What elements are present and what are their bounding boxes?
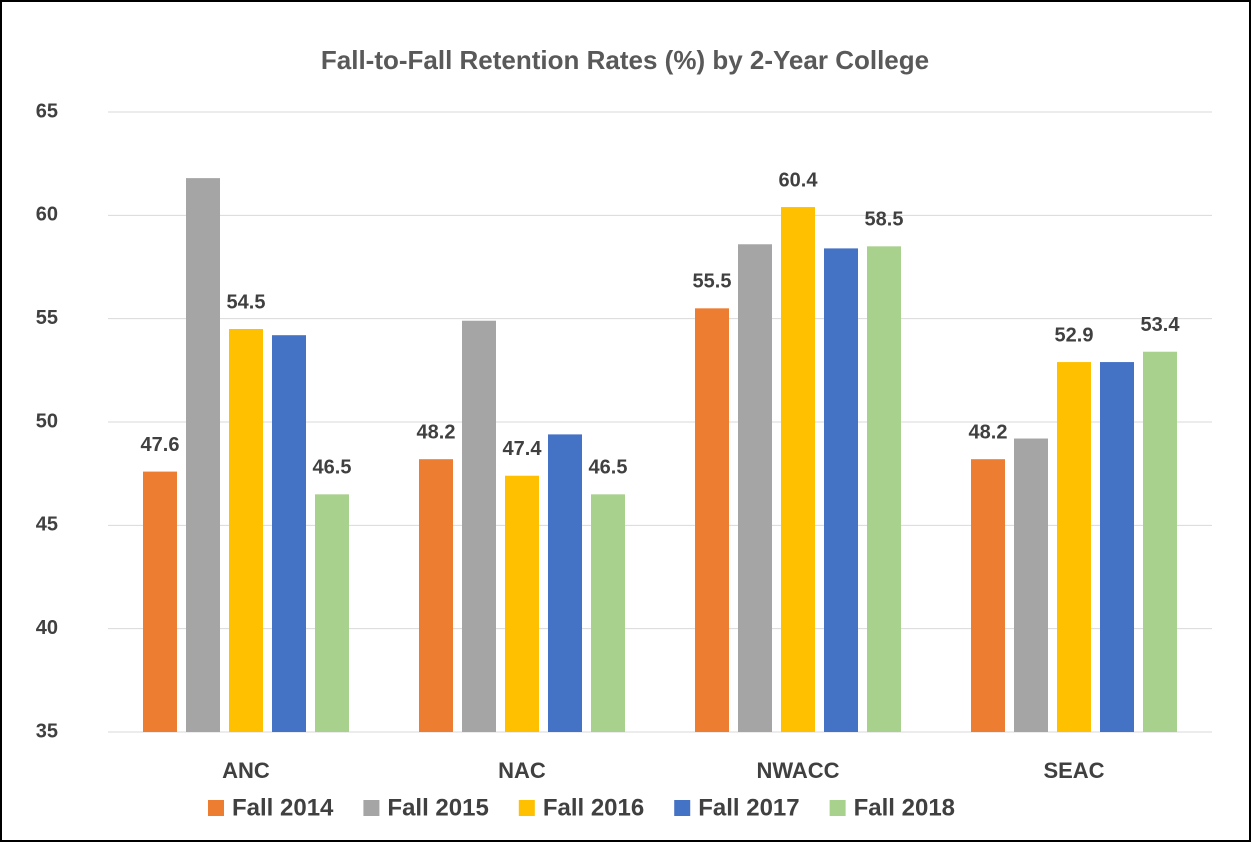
x-tick-label: NAC [498,758,546,783]
bar [186,178,220,733]
data-label: 52.9 [1055,324,1094,346]
bar [695,308,729,732]
legend-label: Fall 2014 [232,794,334,821]
y-tick-label: 65 [36,100,58,122]
legend-label: Fall 2018 [854,794,955,821]
y-tick-label: 45 [36,514,58,536]
bar [462,320,496,732]
bar [419,459,453,732]
bar [505,475,539,732]
bar [548,434,582,732]
data-label: 47.6 [141,434,180,456]
data-label: 54.5 [227,291,266,313]
bar [1014,438,1048,732]
bar [867,246,901,733]
y-tick-label: 55 [36,307,58,329]
data-label: 46.5 [313,457,352,479]
bar [229,329,263,732]
y-tick-label: 60 [36,204,58,226]
x-tick-label: ANC [222,758,270,783]
data-label: 55.5 [693,271,732,293]
data-label: 60.4 [779,169,819,191]
data-label: 47.4 [503,438,543,460]
x-tick-label: SEAC [1043,758,1104,783]
legend-swatch [208,800,224,816]
bar [272,335,306,732]
bar [591,494,625,732]
bar [824,248,858,732]
y-tick-label: 40 [36,617,58,639]
y-tick-label: 35 [36,720,58,742]
data-label: 48.2 [417,421,456,443]
y-tick-label: 50 [36,410,58,432]
bar [1100,362,1134,732]
data-label: 53.4 [1141,314,1181,336]
chart-title: Fall-to-Fall Retention Rates (%) by 2-Ye… [321,45,929,75]
legend-label: Fall 2017 [698,794,799,821]
bar [315,494,349,732]
bar [143,471,177,732]
bar [1057,362,1091,732]
legend-swatch [674,800,691,816]
data-label: 48.2 [969,421,1008,443]
bar [738,244,772,732]
legend-swatch [518,800,535,816]
bar [971,459,1005,732]
bar [781,207,815,733]
x-tick-label: NWACC [756,758,839,783]
bar [1143,351,1177,732]
legend-swatch [829,800,846,816]
data-label: 58.5 [865,209,904,231]
legend-swatch [363,800,380,816]
legend-label: Fall 2015 [387,794,488,821]
legend-label: Fall 2016 [543,794,644,821]
data-label: 46.5 [589,457,628,479]
